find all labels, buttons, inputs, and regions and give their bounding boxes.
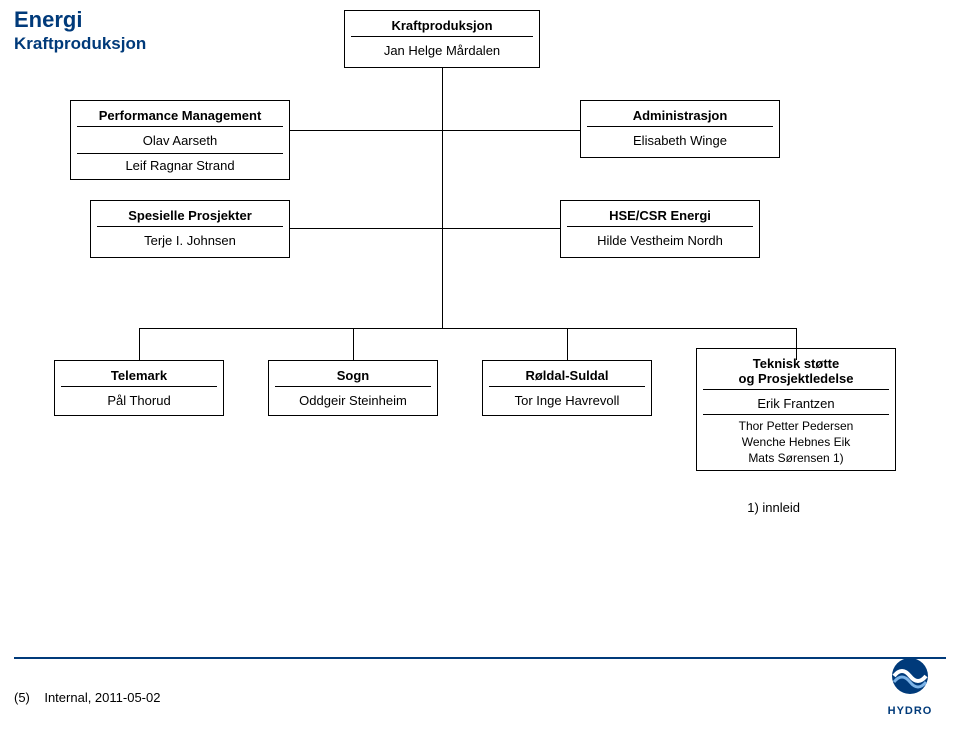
org-connector bbox=[442, 68, 443, 328]
org-box-bottom: Røldal-Suldal Tor Inge Havrevoll bbox=[482, 360, 652, 416]
page-title-line1: Energi bbox=[14, 8, 82, 32]
org-box-title: Performance Management bbox=[77, 105, 283, 127]
org-connector bbox=[567, 328, 568, 360]
org-box-bottom: Sogn Oddgeir Steinheim bbox=[268, 360, 438, 416]
org-box-extra: Mats Sørensen 1) bbox=[703, 450, 889, 466]
org-connector bbox=[442, 228, 560, 229]
org-box-hse: HSE/CSR Energi Hilde Vestheim Nordh bbox=[560, 200, 760, 258]
hydro-logo-text: HYDRO bbox=[884, 705, 936, 717]
org-box-name: Tor Inge Havrevoll bbox=[489, 391, 645, 410]
footer-divider bbox=[14, 657, 946, 659]
org-box-name: Erik Frantzen bbox=[703, 394, 889, 415]
org-box-title: Røldal-Suldal bbox=[489, 365, 645, 387]
org-connector bbox=[290, 130, 442, 131]
org-box-name: Jan Helge Mårdalen bbox=[351, 41, 533, 60]
org-box-name: Elisabeth Winge bbox=[587, 131, 773, 150]
org-box-title: Administrasjon bbox=[587, 105, 773, 127]
org-box-title: Spesielle Prosjekter bbox=[97, 205, 283, 227]
org-box-title: HSE/CSR Energi bbox=[567, 205, 753, 227]
footer-page: (5) bbox=[14, 690, 30, 705]
org-box-extra: Wenche Hebnes Eik bbox=[703, 434, 889, 450]
footer-text: (5) Internal, 2011-05-02 bbox=[14, 690, 160, 705]
hydro-logo-icon bbox=[884, 656, 936, 698]
org-box-admin: Administrasjon Elisabeth Winge bbox=[580, 100, 780, 158]
org-box-title: Telemark bbox=[61, 365, 217, 387]
org-connector bbox=[442, 130, 580, 131]
hydro-logo: HYDRO bbox=[884, 656, 936, 717]
org-box-bottom: Telemark Pål Thorud bbox=[54, 360, 224, 416]
org-connector bbox=[139, 328, 796, 329]
page-title-line2: Kraftproduksjon bbox=[14, 34, 146, 54]
org-box-name: Olav Aarseth bbox=[77, 131, 283, 150]
org-box-extra: Thor Petter Pedersen bbox=[703, 418, 889, 434]
footer-label: Internal, 2011-05-02 bbox=[44, 690, 160, 705]
org-box-performance: Performance Management Olav Aarseth Leif… bbox=[70, 100, 290, 180]
org-connector bbox=[796, 328, 797, 360]
org-box-projects: Spesielle Prosjekter Terje I. Johnsen bbox=[90, 200, 290, 258]
org-connector bbox=[353, 328, 354, 360]
org-connector bbox=[290, 228, 442, 229]
org-box-name: Hilde Vestheim Nordh bbox=[567, 231, 753, 250]
org-connector bbox=[139, 328, 140, 360]
org-box-top: Kraftproduksjon Jan Helge Mårdalen bbox=[344, 10, 540, 68]
org-box-title: Sogn bbox=[275, 365, 431, 387]
org-box-bottom: Teknisk støtte og ProsjektledelseErik Fr… bbox=[696, 348, 896, 471]
org-box-name: Leif Ragnar Strand bbox=[77, 153, 283, 175]
footnote: 1) innleid bbox=[747, 500, 800, 515]
org-box-name: Oddgeir Steinheim bbox=[275, 391, 431, 410]
org-box-title: Kraftproduksjon bbox=[351, 15, 533, 37]
org-box-name: Pål Thorud bbox=[61, 391, 217, 410]
org-box-name: Terje I. Johnsen bbox=[97, 231, 283, 250]
